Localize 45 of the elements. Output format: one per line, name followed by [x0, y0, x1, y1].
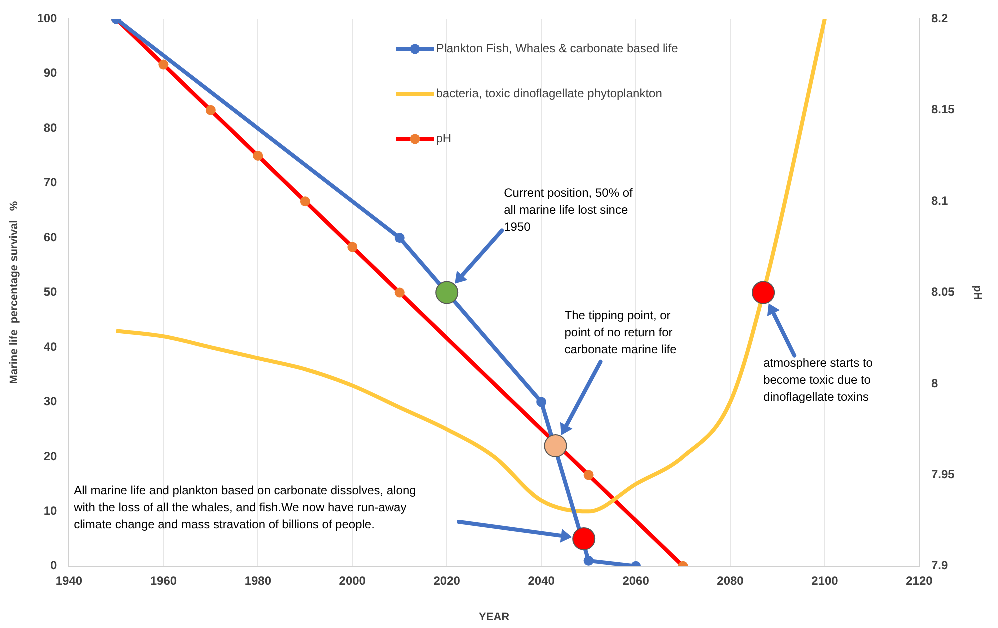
y2-tick-label: 8.05 — [931, 285, 956, 300]
x-tick-label: 2120 — [906, 574, 934, 588]
legend-label: pH — [436, 132, 452, 146]
point — [394, 233, 405, 244]
y2-axis-title: pH — [971, 285, 984, 300]
y-axis-title: Marine life percentage survival % — [8, 201, 21, 384]
y2-tick-label: 7.9 — [931, 558, 948, 573]
x-axis-title: YEAR — [479, 611, 510, 624]
y-tick-label: 0 — [50, 558, 58, 573]
y2-tick-label: 7.95 — [931, 468, 956, 482]
point — [544, 434, 568, 458]
x-tick-label: 2060 — [622, 574, 650, 588]
x-tick-label: 2040 — [528, 574, 556, 588]
point — [536, 397, 547, 408]
point — [572, 528, 596, 551]
y-tick-label: 60 — [44, 230, 58, 244]
y-tick-label: 70 — [44, 176, 58, 190]
x-tick-label: 2020 — [434, 574, 461, 588]
x-tick-label: 1960 — [150, 574, 178, 588]
x-tick-label: 2000 — [339, 574, 366, 588]
x-tick-label: 2100 — [812, 574, 839, 588]
annotation: The tipping point, or point of no return for carbonate marine life — [564, 308, 678, 356]
y-tick-label: 20 — [44, 449, 58, 464]
y2-tick-label: 8.2 — [931, 12, 948, 26]
y-tick-label: 30 — [44, 394, 58, 409]
y2-tick-label: 8 — [931, 376, 938, 390]
annotation: All marine life and plankton based on carbonate dissolves, along with the loss of all the whales, and fish.We now have run-away climate change and mass stravation of billions of people. — [73, 483, 416, 532]
legend-label: Plankton Fish, Whales & carbonate based life — [436, 42, 679, 56]
y-tick-label: 90 — [44, 66, 58, 80]
annotation: Current position, 50% of all marine life lost since 1950 — [504, 186, 634, 234]
y-tick-label: 100 — [37, 12, 58, 26]
x-tick-label: 1980 — [244, 574, 272, 588]
legend-label: bacteria, toxic dinoflagellate phytoplankton — [436, 86, 662, 101]
y2-tick-label: 8.15 — [931, 102, 956, 117]
y-tick-label: 40 — [44, 340, 58, 354]
y-tick-label: 80 — [44, 120, 58, 135]
point — [584, 556, 594, 566]
y-tick-label: 50 — [44, 285, 58, 300]
y-tick-label: 10 — [44, 504, 58, 518]
point — [436, 281, 459, 304]
annotation: atmosphere starts to become toxic due to dinoflagellate toxins — [764, 356, 874, 404]
point — [752, 281, 776, 304]
x-tick-label: 2080 — [717, 574, 744, 588]
x-tick-label: 1940 — [56, 574, 83, 588]
y2-tick-label: 8.1 — [931, 194, 948, 208]
